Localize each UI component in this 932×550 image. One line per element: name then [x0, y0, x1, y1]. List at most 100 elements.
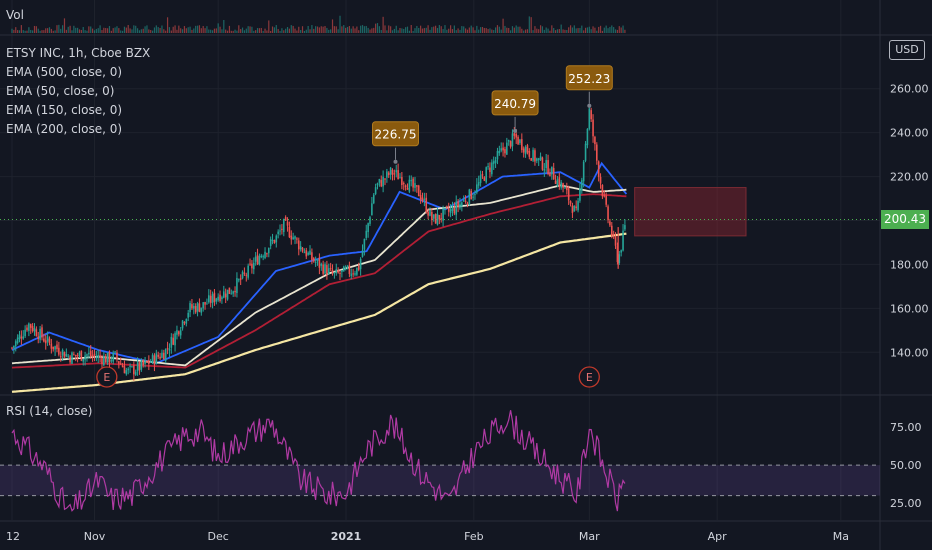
- candle-body: [376, 183, 379, 186]
- rsi-label[interactable]: RSI (14, close): [6, 404, 93, 418]
- candle-body: [314, 261, 317, 263]
- volume-bar: [598, 26, 600, 33]
- volume-bar: [528, 16, 530, 33]
- volume-bar: [408, 30, 410, 33]
- volume-bar: [80, 29, 82, 33]
- callout-box[interactable]: [491, 90, 539, 116]
- volume-bar: [545, 27, 547, 33]
- candle-body: [369, 217, 371, 224]
- candle-body: [312, 258, 315, 262]
- volume-bar: [562, 29, 564, 33]
- candle-body: [284, 217, 287, 221]
- volume-bar: [498, 26, 500, 33]
- volume-bar: [515, 25, 517, 33]
- time-tick-label: 2021: [331, 530, 362, 543]
- candle-body: [399, 177, 401, 179]
- candle-body: [468, 189, 471, 205]
- volume-bar: [616, 29, 619, 33]
- volume-bar: [91, 28, 94, 33]
- candle-body: [269, 239, 272, 246]
- earnings-marker[interactable]: [578, 366, 600, 388]
- volume-bar: [315, 26, 317, 33]
- volume-bar: [138, 30, 141, 33]
- volume-bar: [298, 26, 300, 33]
- volume-bar: [65, 29, 67, 33]
- volume-bar: [479, 27, 482, 33]
- candle-body: [339, 272, 341, 274]
- candle-body: [333, 272, 336, 274]
- volume-bar: [444, 25, 446, 33]
- candle-body: [112, 352, 115, 362]
- callout-box[interactable]: [371, 121, 419, 147]
- callout-box[interactable]: [565, 65, 613, 91]
- volume-bar: [271, 26, 274, 33]
- volume-bar: [446, 29, 448, 33]
- volume-bar: [575, 28, 577, 33]
- candle-body: [125, 370, 128, 375]
- earnings-marker[interactable]: [96, 366, 118, 388]
- legend-ema500[interactable]: EMA (500, close, 0): [6, 65, 123, 79]
- candle-body: [290, 235, 293, 240]
- ema200-line: [11, 193, 627, 369]
- volume-bar: [253, 30, 255, 33]
- volume-bar: [403, 28, 405, 33]
- volume-bar: [468, 27, 470, 33]
- candle-body: [453, 207, 456, 214]
- volume-bar: [568, 27, 570, 33]
- volume-bar: [226, 30, 229, 33]
- volume-bar: [118, 28, 120, 33]
- volume-bar: [541, 26, 544, 33]
- volume-bar: [594, 27, 596, 33]
- candle-body: [305, 250, 308, 257]
- candle-body: [48, 338, 51, 344]
- candle-body: [496, 151, 499, 160]
- volume-bar: [150, 30, 152, 33]
- candle-body: [567, 188, 570, 201]
- currency-button[interactable]: USD: [889, 40, 925, 60]
- volume-bar: [553, 27, 555, 33]
- target-zone-box[interactable]: [634, 187, 747, 237]
- candle-body: [554, 180, 557, 184]
- candle-body: [515, 133, 518, 138]
- candle-body: [481, 174, 484, 176]
- candle-body: [447, 208, 450, 212]
- candle-body: [65, 354, 68, 357]
- legend-ema150[interactable]: EMA (150, close, 0): [6, 103, 123, 117]
- volume-bar: [288, 28, 291, 33]
- volume-bar: [249, 26, 251, 33]
- price-tick-label: 160.00: [890, 302, 929, 315]
- volume-bar: [571, 27, 574, 33]
- legend-ema50[interactable]: EMA (50, close, 0): [6, 84, 115, 98]
- candle-body: [401, 177, 403, 186]
- volume-bar: [613, 27, 615, 33]
- candle-body: [459, 203, 461, 209]
- volume-bar: [211, 30, 214, 33]
- volume-bar: [146, 25, 148, 33]
- volume-bar: [106, 28, 109, 33]
- volume-bar: [448, 28, 450, 33]
- volume-bar: [232, 30, 234, 33]
- volume-bar: [487, 29, 489, 33]
- volume-bar: [148, 29, 150, 33]
- candle-body: [22, 336, 25, 339]
- volume-bar: [481, 26, 484, 33]
- volume-bar: [423, 28, 425, 33]
- volume-bar: [566, 29, 568, 33]
- volume-bar: [181, 29, 184, 33]
- legend-ema200[interactable]: EMA (200, close, 0): [6, 122, 123, 136]
- candle-body: [35, 329, 38, 337]
- callout-label: 226.75: [374, 128, 416, 142]
- candle-body: [434, 214, 437, 224]
- candle-body: [432, 214, 435, 219]
- volume-bar: [508, 28, 510, 33]
- candle-body: [56, 344, 58, 350]
- volume-bar: [292, 25, 294, 33]
- candle-body: [361, 250, 364, 257]
- symbol-title[interactable]: ETSY INC, 1h, Cboe BZX: [6, 46, 151, 60]
- volume-bar: [309, 29, 311, 33]
- candle-body: [43, 338, 45, 342]
- volume-bar: [539, 25, 542, 33]
- volume-bar: [62, 25, 64, 33]
- candle-body: [616, 245, 619, 263]
